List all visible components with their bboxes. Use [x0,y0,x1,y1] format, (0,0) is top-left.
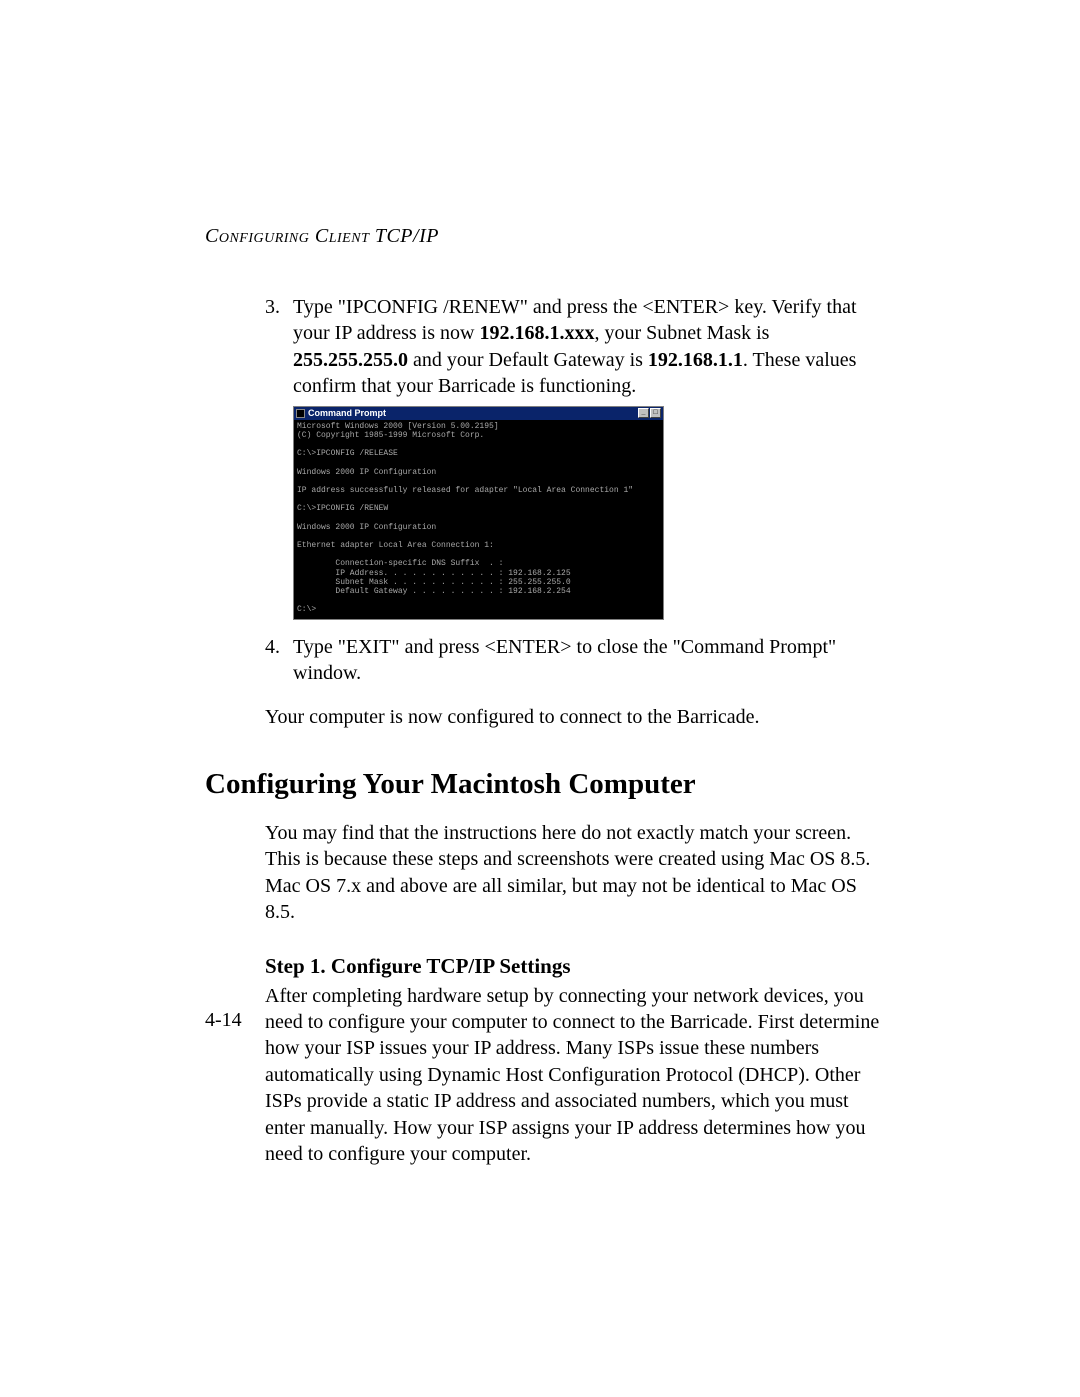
window-title: Command Prompt [308,408,386,418]
list-number-3: 3. [265,294,293,400]
step-1-heading: Step 1. Configure TCP/IP Settings [265,954,885,979]
cmd-icon [296,409,305,418]
step-3-text: Type "IPCONFIG /RENEW" and press the <EN… [293,294,885,400]
document-page: Configuring Client TCP/IP 3. Type "IPCON… [0,0,1080,1397]
page-number: 4-14 [205,1009,242,1032]
text: , your Subnet Mask is [594,322,769,344]
gateway-value: 192.168.1.1 [648,349,743,371]
running-header: Configuring Client TCP/IP [205,225,885,248]
step-3: 3. Type "IPCONFIG /RENEW" and press the … [265,294,885,686]
section-heading: Configuring Your Macintosh Computer [205,767,885,802]
window-titlebar: Command Prompt _ □ [294,407,663,420]
command-prompt-output: Microsoft Windows 2000 [Version 5.00.219… [294,420,663,619]
minimize-button[interactable]: _ [638,408,649,418]
closing-paragraph: Your computer is now configured to conne… [265,706,885,729]
command-prompt-window: Command Prompt _ □ Microsoft Windows 200… [293,406,664,620]
maximize-button[interactable]: □ [650,408,661,418]
step-1-body: After completing hardware setup by conne… [265,983,885,1168]
step-4-text: Type "EXIT" and press <ENTER> to close t… [293,634,885,687]
subnet-mask-value: 255.255.255.0 [293,349,408,371]
text: and your Default Gateway is [408,349,648,371]
section-intro: You may find that the instructions here … [265,820,885,926]
ip-address-pattern: 192.168.1.xxx [479,322,594,344]
list-number-4: 4. [265,634,293,687]
